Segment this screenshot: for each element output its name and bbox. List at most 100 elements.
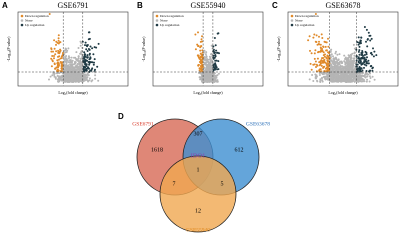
scatter-point bbox=[330, 78, 333, 81]
scatter-point bbox=[337, 70, 340, 73]
scatter-point bbox=[84, 63, 86, 66]
scatter-point bbox=[312, 80, 315, 82]
scatter-point bbox=[88, 77, 91, 80]
scatter-point bbox=[367, 31, 370, 34]
scatter-point bbox=[87, 38, 90, 41]
scatter-point bbox=[57, 69, 60, 72]
scatter-point bbox=[332, 63, 335, 66]
scatter-point bbox=[93, 61, 95, 64]
scatter-point bbox=[204, 78, 206, 81]
scatter-point bbox=[57, 39, 60, 42]
scatter-point bbox=[76, 76, 79, 79]
scatter-point bbox=[216, 51, 218, 54]
scatter-point bbox=[68, 80, 71, 83]
x-axis-label: Log₂(fold change) bbox=[58, 90, 88, 95]
scatter-point bbox=[64, 51, 67, 54]
scatter-point bbox=[318, 61, 321, 64]
scatter-point bbox=[327, 78, 329, 81]
scatter-point bbox=[201, 53, 204, 56]
scatter-point bbox=[358, 74, 360, 77]
scatter-point bbox=[368, 80, 371, 83]
scatter-point bbox=[94, 74, 97, 77]
scatter-point bbox=[97, 79, 100, 82]
scatter-point bbox=[319, 43, 322, 46]
scatter-point bbox=[328, 73, 331, 75]
scatter-point bbox=[85, 48, 88, 51]
scatter-point bbox=[309, 62, 312, 65]
scatter-point bbox=[314, 73, 317, 76]
scatter-point bbox=[202, 81, 205, 83]
scatter-point bbox=[334, 64, 337, 67]
scatter-point bbox=[51, 74, 54, 77]
scatter-point bbox=[364, 58, 367, 61]
scatter-point bbox=[79, 76, 82, 79]
scatter-point bbox=[210, 53, 213, 56]
scatter-point bbox=[344, 75, 347, 77]
scatter-point bbox=[355, 59, 358, 62]
scatter-point bbox=[357, 36, 360, 39]
scatter-point bbox=[210, 72, 213, 74]
scatter-point bbox=[321, 79, 324, 82]
scatter-point bbox=[369, 72, 371, 75]
scatter-point bbox=[214, 75, 217, 78]
scatter-point bbox=[350, 57, 353, 60]
scatter-point bbox=[345, 79, 347, 82]
set-name: GSE6791 bbox=[132, 121, 154, 127]
scatter-point bbox=[54, 53, 57, 56]
scatter-point bbox=[353, 47, 356, 50]
scatter-point bbox=[74, 75, 77, 78]
scatter-point bbox=[91, 61, 94, 64]
scatter-point bbox=[213, 66, 216, 69]
scatter-point bbox=[87, 66, 90, 69]
scatter-point bbox=[366, 78, 369, 81]
scatter-point bbox=[363, 54, 366, 56]
scatter-point bbox=[343, 69, 345, 72]
scatter-point bbox=[52, 50, 54, 53]
scatter-point bbox=[357, 43, 360, 46]
scatter-point bbox=[326, 74, 329, 76]
scatter-point bbox=[311, 74, 314, 76]
scatter-point bbox=[68, 59, 71, 62]
scatter-point bbox=[363, 63, 366, 66]
scatter-point bbox=[83, 69, 86, 72]
scatter-point bbox=[77, 60, 80, 63]
legend-swatch bbox=[20, 14, 24, 18]
scatter-point bbox=[334, 66, 337, 69]
region-count: 7 bbox=[173, 181, 176, 187]
scatter-point bbox=[369, 77, 372, 79]
scatter-point bbox=[200, 76, 202, 79]
scatter-point bbox=[336, 74, 339, 77]
scatter-point bbox=[351, 52, 354, 55]
scatter-point bbox=[327, 75, 330, 78]
scatter-point bbox=[88, 48, 91, 51]
scatter-point bbox=[48, 13, 51, 15]
scatter-point bbox=[194, 48, 197, 51]
scatter-point bbox=[69, 78, 71, 81]
x-axis-label: Log₂(fold change) bbox=[328, 90, 358, 95]
scatter-point bbox=[365, 28, 368, 31]
scatter-point bbox=[64, 76, 67, 78]
legend-swatch bbox=[290, 19, 294, 22]
scatter-point bbox=[309, 49, 311, 52]
scatter-point bbox=[61, 61, 64, 64]
scatter-point bbox=[353, 54, 356, 57]
scatter-point bbox=[205, 55, 208, 58]
scatter-point bbox=[71, 75, 74, 78]
volcano-panel: C GSE63678 -Log₁₀(P value) Log₂(fold change… bbox=[272, 1, 399, 95]
scatter-point bbox=[308, 78, 311, 81]
scatter-point bbox=[198, 69, 201, 72]
scatter-point bbox=[336, 65, 339, 68]
scatter-point bbox=[313, 63, 316, 66]
scatter-point bbox=[65, 73, 67, 76]
scatter-point bbox=[331, 75, 334, 78]
scatter-point bbox=[55, 43, 57, 46]
scatter-point bbox=[213, 79, 216, 81]
panel-title: GSE55940 bbox=[190, 1, 225, 10]
scatter-point bbox=[349, 70, 352, 73]
scatter-point bbox=[330, 65, 333, 68]
scatter-point bbox=[350, 64, 353, 67]
scatter-point bbox=[344, 58, 346, 60]
scatter-point bbox=[205, 74, 208, 77]
scatter-point bbox=[365, 40, 367, 43]
scatter-point bbox=[360, 36, 363, 39]
